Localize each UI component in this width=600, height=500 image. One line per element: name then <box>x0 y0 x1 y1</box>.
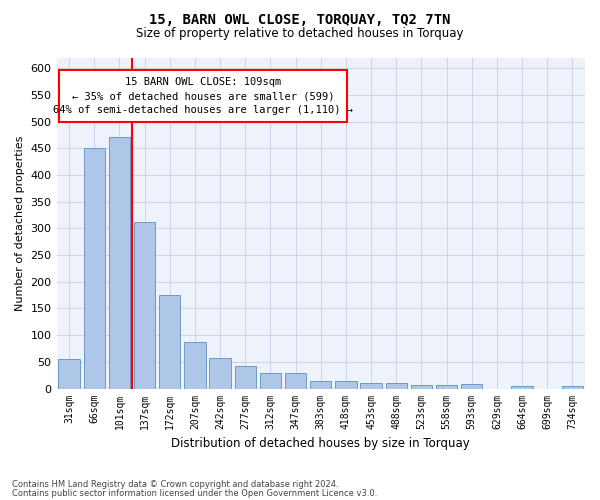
Y-axis label: Number of detached properties: Number of detached properties <box>15 136 25 310</box>
Bar <box>83 148 105 388</box>
Text: 15 BARN OWL CLOSE: 109sqm
← 35% of detached houses are smaller (599)
64% of semi: 15 BARN OWL CLOSE: 109sqm ← 35% of detac… <box>53 77 353 115</box>
Bar <box>562 386 583 388</box>
Text: Contains public sector information licensed under the Open Government Licence v3: Contains public sector information licen… <box>12 488 377 498</box>
Bar <box>159 294 181 388</box>
Bar <box>184 342 206 388</box>
Bar <box>260 372 281 388</box>
Bar <box>386 383 407 388</box>
Bar <box>58 359 80 388</box>
Text: Contains HM Land Registry data © Crown copyright and database right 2024.: Contains HM Land Registry data © Crown c… <box>12 480 338 489</box>
Text: 15, BARN OWL CLOSE, TORQUAY, TQ2 7TN: 15, BARN OWL CLOSE, TORQUAY, TQ2 7TN <box>149 12 451 26</box>
FancyBboxPatch shape <box>59 70 347 122</box>
Bar <box>235 366 256 388</box>
Bar <box>109 136 130 388</box>
Bar <box>436 386 457 388</box>
X-axis label: Distribution of detached houses by size in Torquay: Distribution of detached houses by size … <box>172 437 470 450</box>
Bar <box>411 386 432 388</box>
Text: Size of property relative to detached houses in Torquay: Size of property relative to detached ho… <box>136 28 464 40</box>
Bar <box>310 380 331 388</box>
Bar <box>461 384 482 388</box>
Bar <box>134 222 155 388</box>
Bar <box>209 358 231 388</box>
Bar <box>335 380 356 388</box>
Bar <box>285 372 307 388</box>
Bar <box>361 383 382 388</box>
Bar <box>511 386 533 388</box>
